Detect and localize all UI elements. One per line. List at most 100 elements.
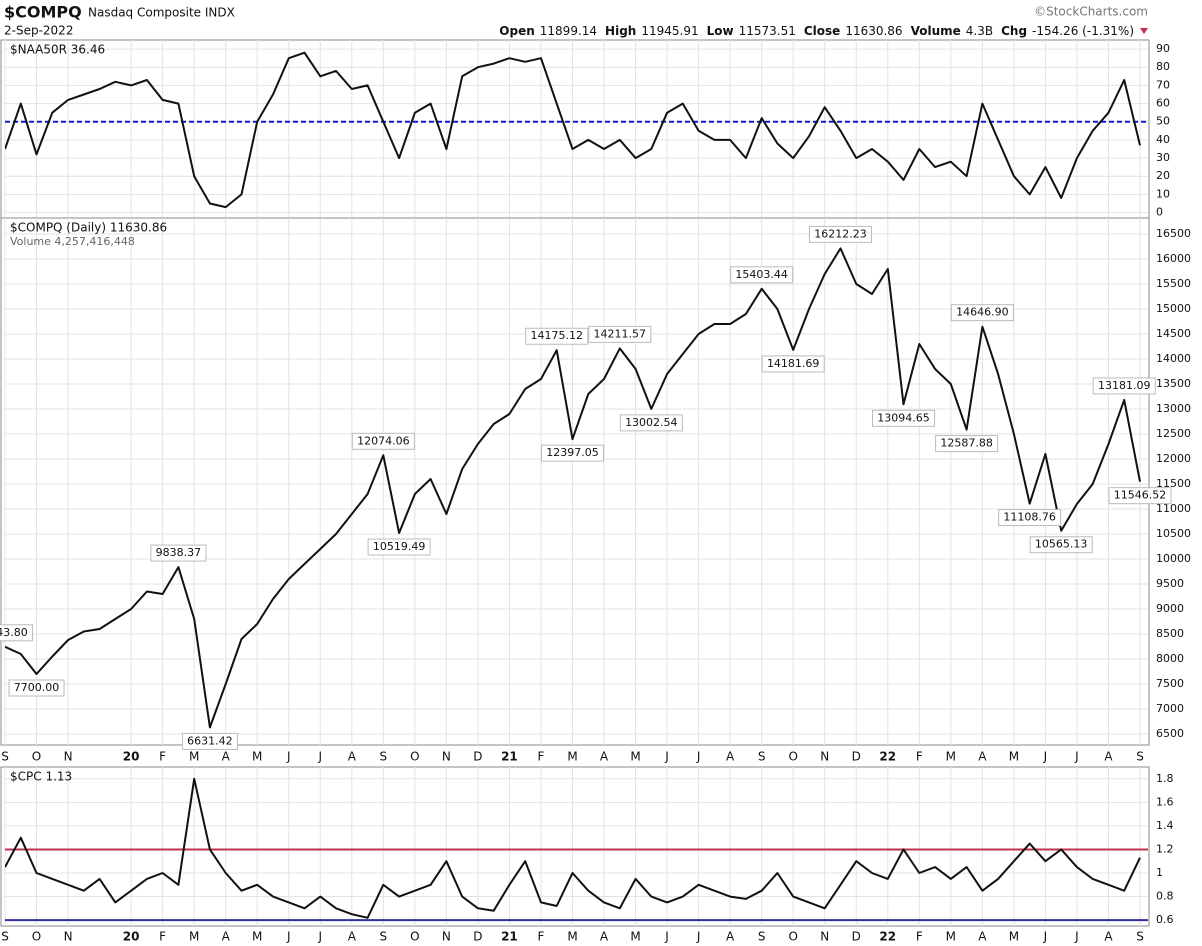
y-tick-label: 50 xyxy=(1156,115,1170,128)
value-label-box xyxy=(619,414,683,432)
panel-frame xyxy=(0,217,1150,746)
y-tick-label: 0.6 xyxy=(1156,913,1174,926)
value-label-box xyxy=(808,225,872,243)
x-tick-label: A xyxy=(1104,930,1113,944)
y-tick-label: 1.2 xyxy=(1156,842,1174,855)
y-tick-label: 11000 xyxy=(1156,502,1191,515)
value-label-box xyxy=(1108,487,1172,505)
x-tick-label: 22 xyxy=(879,750,896,764)
y-tick-label: 7500 xyxy=(1156,677,1184,690)
x-tick-label: A xyxy=(1104,750,1113,764)
value-label: 10565.13 xyxy=(1035,538,1088,551)
y-tick-label: 1.8 xyxy=(1156,772,1174,785)
y-tick-label: 10 xyxy=(1156,187,1170,200)
x-tick-label: F xyxy=(159,750,166,764)
value-label: 13181.09 xyxy=(1098,379,1151,392)
panel-frame xyxy=(0,766,1150,927)
y-tick-label: 1.4 xyxy=(1156,819,1174,832)
x-tick-label: M xyxy=(567,750,577,764)
y-tick-label: 15500 xyxy=(1156,277,1191,290)
credit: ©StockCharts.com xyxy=(1034,5,1148,19)
stat-label: Close xyxy=(804,24,840,38)
x-tick-label: S xyxy=(380,930,388,944)
stat-label: High xyxy=(605,24,636,38)
x-tick-label: A xyxy=(978,750,987,764)
value-label: 11108.76 xyxy=(1003,511,1056,524)
value-label-box xyxy=(0,624,33,642)
x-tick-label: J xyxy=(286,750,291,764)
stat-label: Chg xyxy=(1001,24,1027,38)
symbol: $COMPQ xyxy=(4,3,82,22)
x-tick-label: M xyxy=(946,750,956,764)
y-tick-label: 12500 xyxy=(1156,427,1191,440)
y-tick-label: 11500 xyxy=(1156,477,1191,490)
stat-value: 11630.86 xyxy=(845,24,902,38)
x-tick-label: O xyxy=(410,750,419,764)
y-tick-label: 16000 xyxy=(1156,252,1191,265)
x-tick-label: D xyxy=(473,750,482,764)
y-tick-label: 9000 xyxy=(1156,602,1184,615)
y-tick-label: 1.6 xyxy=(1156,795,1174,808)
y-tick-label: 20 xyxy=(1156,169,1170,182)
value-label-box xyxy=(998,509,1062,527)
panel-title: $COMPQ (Daily) 11630.86 xyxy=(10,221,167,235)
x-tick-label: A xyxy=(726,750,735,764)
x-tick-label: J xyxy=(1074,930,1079,944)
x-tick-label: M xyxy=(1009,930,1019,944)
x-tick-label: S xyxy=(1136,750,1144,764)
value-label-box xyxy=(367,538,431,556)
value-label: 14646.90 xyxy=(956,306,1009,319)
value-label: 6631.42 xyxy=(187,734,233,747)
x-tick-label: 21 xyxy=(501,930,518,944)
value-label-box xyxy=(525,327,589,345)
x-tick-label: A xyxy=(978,930,987,944)
x-tick-label: J xyxy=(1074,750,1079,764)
x-tick-label: 22 xyxy=(879,930,896,944)
x-tick-label: N xyxy=(820,750,829,764)
x-tick-label: O xyxy=(410,930,419,944)
x-tick-label: M xyxy=(189,750,199,764)
value-label: 12397.05 xyxy=(546,446,599,459)
value-label-box xyxy=(761,355,825,373)
panel-title: $NAA50R 36.46 xyxy=(10,43,105,57)
x-tick-label: N xyxy=(442,750,451,764)
stat-value: 11945.91 xyxy=(641,24,698,38)
value-label: 12074.06 xyxy=(357,434,410,447)
series-line xyxy=(5,247,1141,729)
y-tick-label: 10500 xyxy=(1156,527,1191,540)
value-label: 9838.37 xyxy=(156,546,202,559)
y-tick-label: 8000 xyxy=(1156,652,1184,665)
y-tick-label: 0.8 xyxy=(1156,890,1174,903)
stat-value: 11899.14 xyxy=(540,24,597,38)
x-tick-label: S xyxy=(758,930,766,944)
x-tick-label: J xyxy=(318,930,323,944)
value-label: 7700.00 xyxy=(14,681,60,694)
x-tick-label: A xyxy=(348,750,357,764)
value-label-box xyxy=(1029,536,1093,554)
panel-title: $CPC 1.13 xyxy=(10,770,72,784)
x-tick-label: M xyxy=(630,750,640,764)
stats: Open 11899.14 High 11945.91 Low 11573.51 Close… xyxy=(499,24,1134,38)
y-tick-label: 10000 xyxy=(1156,552,1191,565)
y-tick-label: 13000 xyxy=(1156,402,1191,415)
value-label: 16212.23 xyxy=(814,227,867,240)
down-arrow xyxy=(1140,28,1148,34)
x-tick-label: M xyxy=(252,930,262,944)
x-tick-label: S xyxy=(1,750,9,764)
value-label-box xyxy=(351,432,415,450)
x-tick-label: O xyxy=(32,930,41,944)
value-label: 10519.49 xyxy=(373,540,426,553)
value-label: 14181.69 xyxy=(767,357,820,370)
y-tick-label: 16500 xyxy=(1156,227,1191,240)
x-tick-label: N xyxy=(64,750,73,764)
x-tick-label: S xyxy=(1,930,9,944)
x-tick-label: F xyxy=(916,930,923,944)
x-tick-label: D xyxy=(852,750,861,764)
x-tick-label: J xyxy=(664,750,669,764)
value-label: 13002.54 xyxy=(625,416,678,429)
y-tick-label: 14500 xyxy=(1156,327,1191,340)
y-tick-label: 15000 xyxy=(1156,302,1191,315)
x-tick-label: 21 xyxy=(501,750,518,764)
